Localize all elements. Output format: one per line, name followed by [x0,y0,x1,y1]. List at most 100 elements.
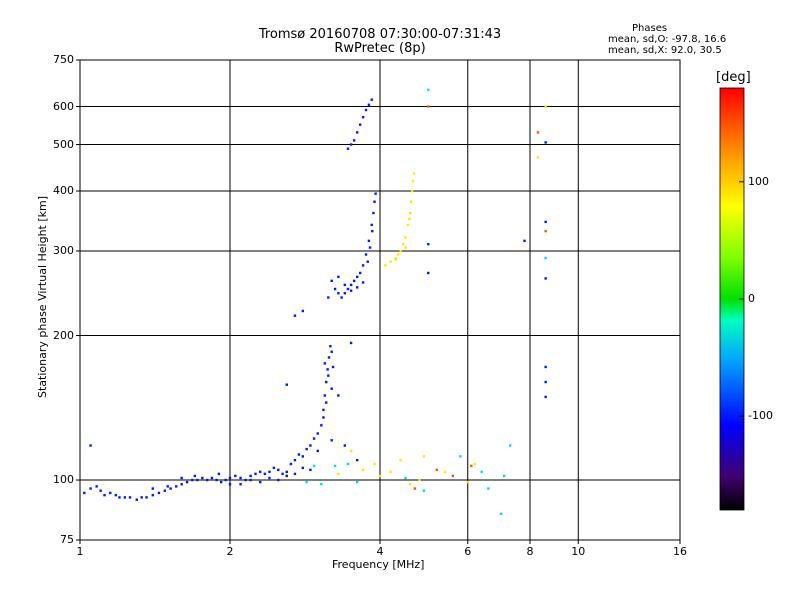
data-point [340,296,343,299]
data-point [196,478,199,482]
data-point [394,256,397,260]
data-point [312,437,316,440]
data-point [406,223,410,227]
data-point [89,444,92,447]
data-point [326,368,329,371]
y-tick-label: 750 [53,53,74,66]
data-point [330,387,333,390]
data-point [277,468,280,472]
data-point [367,239,371,243]
data-point [249,474,252,478]
data-point [523,239,526,243]
data-point [259,480,262,484]
data-point [349,289,353,292]
data-point [327,356,331,359]
data-point [329,345,332,348]
data-point [316,449,319,453]
data-point [544,256,547,260]
data-point [109,491,112,495]
x-tick-label: 6 [464,545,472,558]
x-tick-label: 4 [376,545,384,558]
y-tick-label: 75 [60,533,74,546]
data-point [409,211,412,215]
data-point [323,362,327,365]
data-point [228,476,232,480]
data-point [180,483,183,486]
data-point [404,476,407,480]
data-point [293,472,297,476]
y-tick-label: 400 [53,184,74,198]
data-point [285,474,288,478]
data-point [346,147,350,150]
data-point [408,217,411,221]
data-point [175,485,178,488]
data-point [427,105,430,108]
data-point [327,374,330,377]
data-point [544,380,547,384]
data-point [451,474,455,478]
data-point [193,474,197,478]
data-point [394,258,397,261]
data-point [544,105,547,108]
data-point [337,275,340,279]
y-axis-label: Stationary phase Virtual Height [km] [36,195,49,398]
data-point [285,470,288,474]
data-point [435,468,438,472]
colorbar-tick-label: 100 [748,174,769,188]
data-point [412,172,416,175]
data-point [343,444,347,447]
data-point [508,444,512,447]
data-point [305,480,308,484]
data-point [427,271,430,275]
data-point [370,223,373,227]
colorbar-label: [deg] [716,70,751,85]
data-point [201,476,204,480]
data-point [499,512,503,516]
data-point [409,483,412,486]
data-point [239,483,242,486]
data-point [95,485,98,488]
x-tick-label: 1 [76,545,84,558]
x-tick-label: 8 [526,545,534,558]
data-point [123,496,126,499]
data-point [349,283,353,287]
data-point [151,493,155,497]
x-tick-label: 16 [673,545,687,558]
data-point [140,496,143,499]
data-point [169,487,172,490]
data-point [268,476,271,480]
data-point [272,466,276,470]
data-point [325,401,328,404]
data-point [333,287,337,291]
data-point [544,395,547,399]
data-point [404,246,407,249]
data-point [185,480,189,484]
data-point [401,242,405,246]
data-point [83,491,86,495]
data-point [254,472,257,476]
data-point [297,453,301,456]
data-point [352,139,356,142]
y-tick-label: 500 [53,137,74,151]
y-tick-label: 200 [53,328,74,342]
data-point [293,458,297,462]
data-point [374,192,377,195]
data-point [219,480,223,484]
data-point [301,466,305,470]
data-point [349,449,353,453]
data-point [361,116,365,119]
data-point [536,131,540,134]
data-point [323,394,327,397]
data-point [135,498,138,501]
data-point [157,491,161,495]
data-point [330,279,333,283]
data-point [399,458,402,462]
data-point [396,253,400,256]
data-point [411,179,415,183]
data-point [322,416,325,419]
data-point [389,260,392,263]
data-point [544,229,547,233]
data-point [343,283,347,287]
data-point [399,249,402,253]
colorbar-tick-label: 0 [748,292,755,305]
